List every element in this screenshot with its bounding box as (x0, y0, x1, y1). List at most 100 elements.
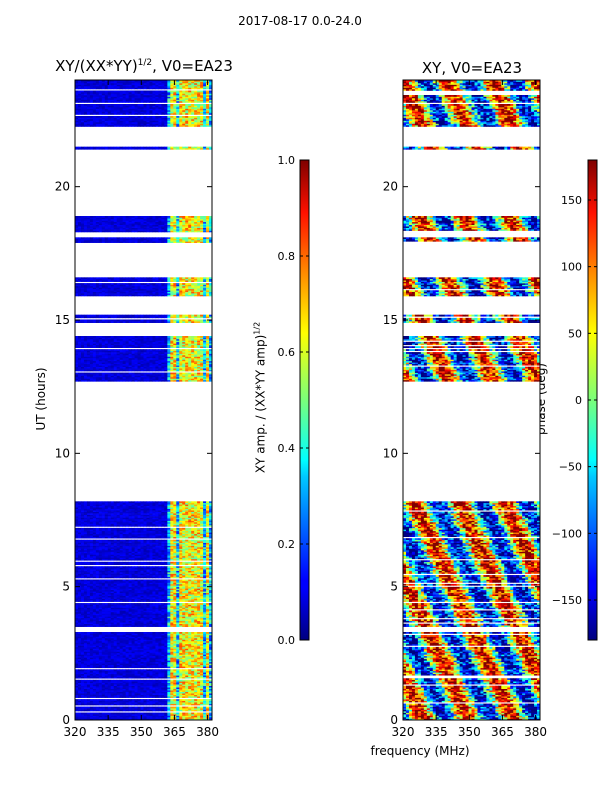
heatmap-cell (119, 561, 124, 564)
heatmap-cell (131, 712, 135, 715)
heatmap-cell (146, 586, 150, 589)
heatmap-cell (137, 586, 141, 589)
heatmap-cell (101, 652, 106, 655)
heatmap-cell (158, 634, 162, 637)
heatmap-cell (89, 576, 94, 579)
heatmap-cell (173, 670, 177, 673)
heatmap-cell (83, 676, 88, 679)
heatmap-cell (185, 660, 189, 663)
heatmap-cell (176, 706, 180, 709)
heatmap-cell (125, 592, 130, 595)
heatmap-cell (92, 575, 97, 577)
heatmap-cell (161, 649, 165, 652)
heatmap-cell (122, 694, 127, 697)
heatmap-cell (131, 549, 135, 552)
heatmap-cell (188, 548, 192, 551)
heatmap-cell (86, 717, 91, 719)
heatmap-cell (128, 660, 132, 663)
heatmap-cell (149, 620, 153, 623)
heatmap-cell (167, 643, 171, 646)
heatmap-cell (188, 636, 192, 639)
heatmap-cell (119, 636, 124, 639)
heatmap-cell (158, 666, 162, 669)
heatmap-cell (164, 706, 168, 709)
heatmap-cell (161, 586, 165, 589)
heatmap-cell (89, 691, 94, 694)
heatmap-cell (182, 619, 186, 622)
heatmap-cell (140, 617, 144, 620)
heatmap-cell (164, 572, 168, 574)
heatmap-cell (75, 610, 79, 613)
heatmap-cell (203, 681, 207, 684)
heatmap-cell (128, 614, 132, 617)
heatmap-cell (128, 583, 132, 586)
heatmap-cell (209, 693, 212, 695)
heatmap-cell (170, 610, 174, 613)
heatmap-cell (173, 613, 177, 616)
heatmap-cell (176, 651, 180, 654)
heatmap-cell (122, 594, 127, 596)
heatmap-cell (182, 632, 186, 634)
heatmap-cell (77, 586, 82, 589)
heatmap-cell (80, 591, 85, 594)
heatmap-cell (119, 586, 124, 589)
heatmap-cell (92, 555, 97, 558)
heatmap-cell (149, 652, 153, 655)
heatmap-cell (95, 592, 100, 595)
heatmap-cell (179, 573, 183, 576)
heatmap-cell (116, 580, 121, 583)
heatmap-cell (209, 614, 212, 617)
heatmap-cell (89, 637, 94, 640)
heatmap-cell (83, 682, 88, 685)
heatmap-cell (203, 604, 207, 607)
heatmap-cell (137, 702, 141, 704)
heatmap-cell (197, 588, 201, 591)
heatmap-cell (75, 567, 79, 570)
heatmap-cell (173, 558, 177, 561)
heatmap-cell (191, 555, 195, 558)
heatmap-cell (146, 542, 150, 545)
heatmap-cell (197, 620, 201, 623)
heatmap-cell (98, 580, 103, 583)
heatmap-cell (75, 654, 79, 657)
heatmap-cell (191, 613, 195, 616)
heatmap-cell (77, 640, 82, 643)
heatmap-cell (113, 702, 118, 704)
heatmap-cell (191, 658, 195, 661)
heatmap-cell (158, 580, 162, 583)
heatmap-cell (134, 622, 138, 625)
heatmap-cell (113, 544, 118, 546)
heatmap-cell (167, 623, 171, 626)
heatmap-cell (122, 714, 127, 716)
heatmap-cell (167, 583, 171, 586)
heatmap-cell (101, 693, 106, 695)
heatmap-cell (89, 675, 94, 678)
heatmap-cell (83, 594, 88, 596)
heatmap-cell (197, 610, 201, 613)
heatmap-cell (170, 580, 174, 583)
heatmap-cell (143, 616, 147, 619)
heatmap-cell (161, 633, 165, 636)
heatmap-cell (89, 592, 94, 595)
heatmap-cell (80, 598, 85, 601)
heatmap-cell (95, 595, 100, 598)
heatmap-cell (95, 645, 100, 648)
heatmap-cell (209, 646, 212, 649)
heatmap-cell (119, 569, 124, 571)
heatmap-cell (155, 675, 159, 678)
heatmap-cell (170, 660, 174, 663)
heatmap-cell (194, 675, 198, 678)
heatmap-cell (161, 594, 165, 596)
heatmap-cell (101, 699, 106, 701)
heatmap-cell (155, 588, 159, 591)
heatmap-cell (152, 616, 156, 619)
heatmap-cell (89, 658, 94, 661)
heatmap-cell (137, 645, 141, 648)
heatmap-cell (128, 573, 132, 576)
heatmap-cell (206, 643, 210, 646)
heatmap-cell (77, 552, 82, 555)
heatmap-cell (209, 567, 212, 570)
heatmap-cell (89, 566, 94, 568)
heatmap-cell (110, 588, 115, 591)
heatmap-cell (122, 661, 127, 664)
